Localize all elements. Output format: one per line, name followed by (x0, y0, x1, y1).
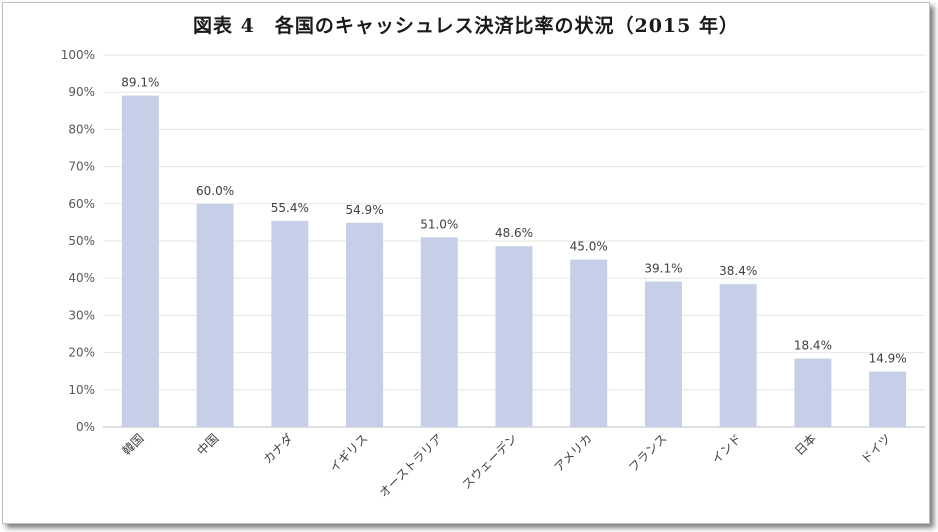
x-axis-categories: 韓国 中国 カナダ イギリス オーストラリア スウェーデン アメリカ フランス インド 日本 ドイツ (120, 431, 894, 501)
category-label: イギリス (327, 431, 371, 475)
bar (869, 371, 907, 427)
bar (570, 259, 608, 427)
data-label: 55.4% (271, 201, 309, 215)
category-label: ドイツ (858, 431, 893, 466)
y-tick-label: 20% (68, 346, 95, 360)
y-tick-label: 60% (68, 197, 95, 211)
data-label: 38.4% (719, 264, 757, 278)
chart-title: 図表 4 各国のキャッシュレス決済比率の状況（2015 年） (193, 15, 739, 37)
category-label: 中国 (194, 431, 222, 459)
y-tick-label: 90% (68, 85, 95, 99)
data-label: 89.1% (121, 76, 159, 90)
bar (495, 246, 533, 427)
bar (420, 237, 458, 427)
y-tick-label: 70% (68, 160, 95, 174)
category-label: インド (709, 431, 744, 466)
data-label: 18.4% (794, 339, 832, 353)
y-tick-label: 10% (68, 383, 95, 397)
bar (121, 95, 159, 427)
y-axis-ticks: 0% 10% 20% 30% 40% 50% 60% 70% 80% 90% 100% (61, 48, 95, 434)
data-label: 51.0% (420, 217, 458, 231)
bar (644, 281, 682, 427)
category-label: フランス (626, 431, 670, 475)
chart-frame: 図表 4 各国のキャッシュレス決済比率の状況（2015 年） 0% 10% 20% 3… (2, 2, 930, 524)
y-tick-label: 40% (68, 271, 95, 285)
data-label: 14.9% (869, 352, 907, 366)
bar (196, 203, 234, 427)
data-label: 60.0% (196, 184, 234, 198)
category-label: オーストラリア (377, 431, 446, 500)
y-tick-label: 0% (76, 420, 95, 434)
bar (719, 284, 757, 427)
data-label: 54.9% (345, 203, 383, 217)
y-tick-label: 80% (68, 122, 95, 136)
y-tick-label: 50% (68, 234, 95, 248)
data-label: 39.1% (644, 262, 682, 276)
bar (271, 220, 309, 427)
y-tick-label: 100% (61, 48, 95, 62)
category-label: 韓国 (120, 431, 147, 458)
data-label: 48.6% (495, 226, 533, 240)
category-label: カナダ (260, 431, 296, 467)
category-label: アメリカ (551, 431, 594, 474)
y-tick-label: 30% (68, 308, 95, 322)
bar (794, 358, 832, 427)
category-label: 日本 (792, 431, 819, 458)
category-label: スウェーデン (459, 431, 521, 493)
bar-chart: 0% 10% 20% 30% 40% 50% 60% 70% 80% 90% 100% 89.1% 6… (61, 48, 925, 501)
bar (346, 222, 384, 427)
data-labels: 89.1% 60.0% 55.4% 54.9% 51.0% 48.6% 45.0% 39.1%… (121, 76, 906, 366)
bars (121, 95, 907, 427)
data-label: 45.0% (570, 240, 608, 254)
